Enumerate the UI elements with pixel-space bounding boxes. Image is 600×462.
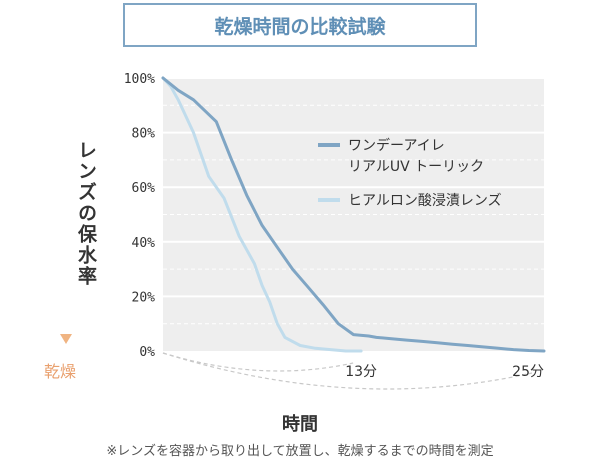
- series-line: [161, 76, 363, 353]
- x-tick-label: 25分: [512, 364, 544, 380]
- x-axis-title: 時間: [282, 414, 318, 435]
- y-tick-label: 60%: [132, 181, 156, 196]
- legend-label: ワンデーアイレ: [348, 137, 445, 154]
- legend-label: リアルUV トーリック: [348, 159, 484, 175]
- x-duration-arc: [162, 352, 533, 390]
- y-tick-label: 20%: [132, 290, 156, 305]
- footnote: ※レンズを容器から取り出して放置し、乾燥するまでの時間を測定: [106, 444, 494, 459]
- y-tick-label: 100%: [124, 72, 155, 87]
- dry-arrow-head-icon: [60, 334, 72, 344]
- legend-label: ヒアルロン酸浸漬レンズ: [348, 193, 502, 209]
- x-duration-arc: [162, 352, 354, 372]
- dry-label: 乾燥: [44, 362, 77, 381]
- y-tick-label: 80%: [132, 127, 156, 142]
- series-line: [161, 76, 546, 353]
- chart-title: 乾燥時間の比較試験: [123, 3, 477, 47]
- x-tick-label: 13分: [345, 364, 377, 380]
- y-tick-label: 0%: [139, 345, 155, 360]
- y-axis-title: レンズの保水率: [75, 140, 97, 287]
- y-tick-label: 40%: [132, 236, 156, 251]
